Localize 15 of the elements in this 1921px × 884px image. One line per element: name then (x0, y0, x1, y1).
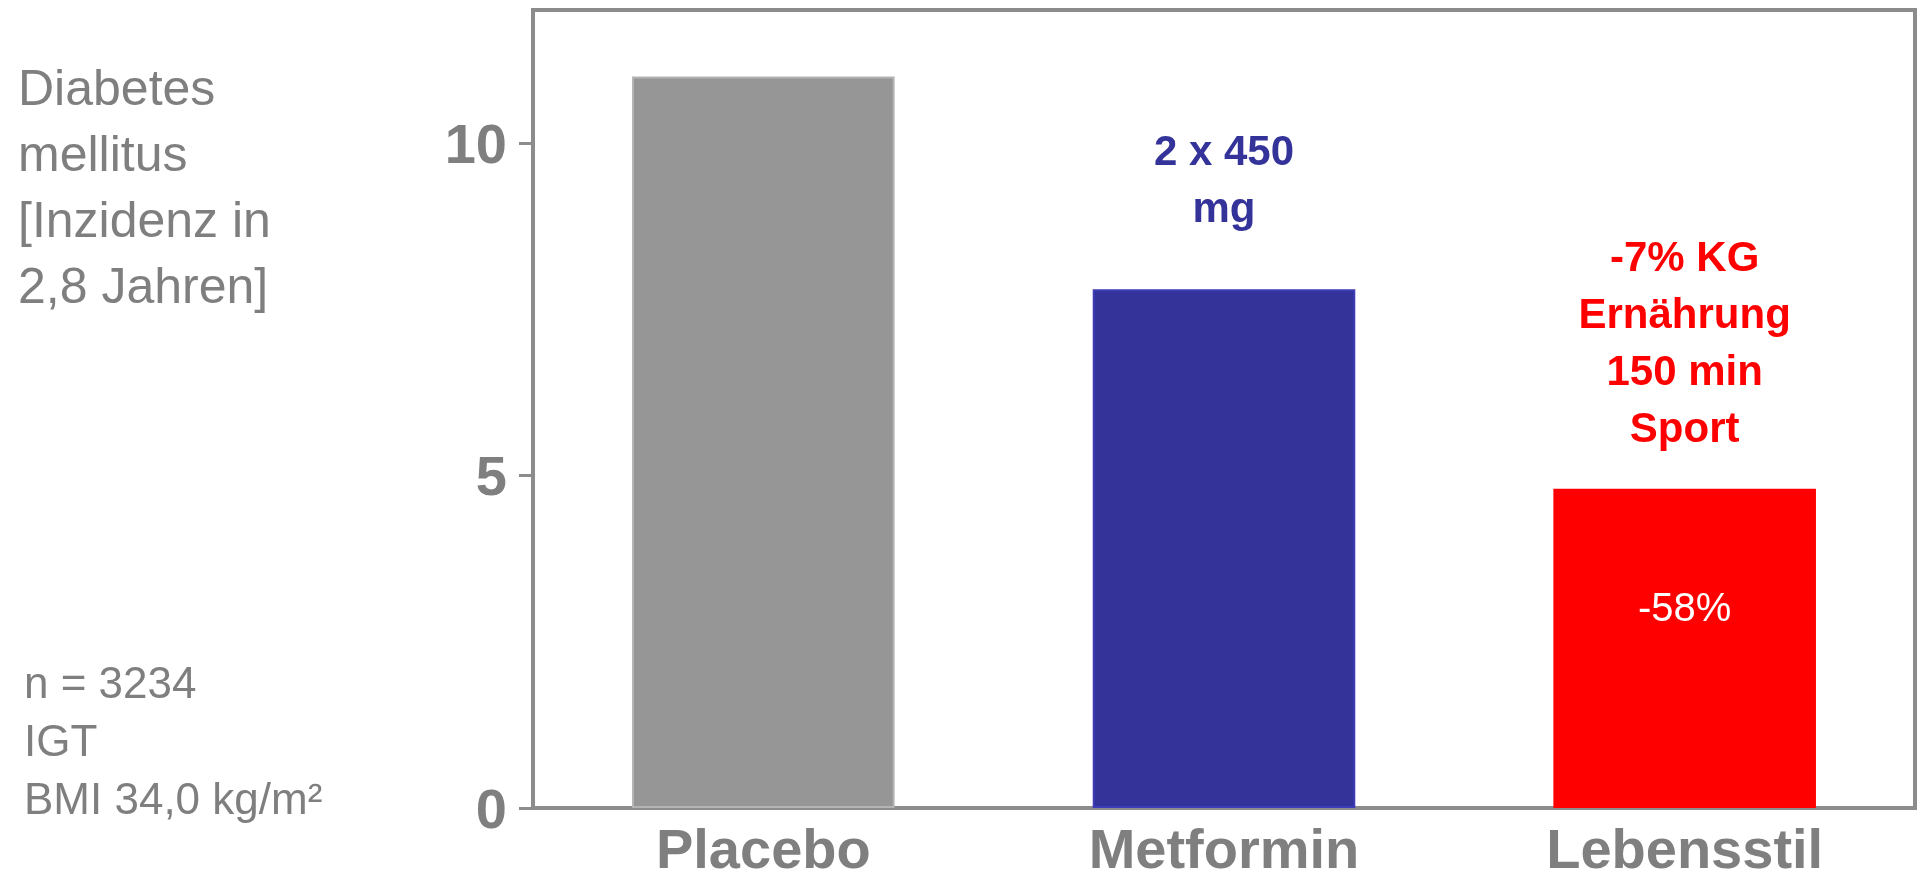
y-tick-label: 10 (444, 111, 507, 175)
text: n = 3234 (24, 657, 197, 707)
x-tick-label: Placebo (655, 816, 871, 880)
x-tick-label: Metformin (1088, 816, 1360, 880)
y-axis-title: Diabetes mellitus [Inzidenz in 2,8 Jahren] (18, 60, 271, 314)
y-tick-label: 5 (475, 444, 507, 507)
text: BMI 34,0 kg/m² (24, 773, 323, 823)
x-tick-label: Lebensstil (1546, 816, 1824, 880)
bar (1092, 289, 1356, 808)
y-tick-label: 0 (475, 776, 507, 840)
text: IGT (24, 715, 98, 765)
annotation: 2 x 450 mg (1153, 127, 1295, 232)
bar (1553, 488, 1816, 808)
annotation: -58% (1637, 584, 1732, 629)
annotation: -7% KG Ernährung 150 min Sport (1578, 232, 1791, 451)
